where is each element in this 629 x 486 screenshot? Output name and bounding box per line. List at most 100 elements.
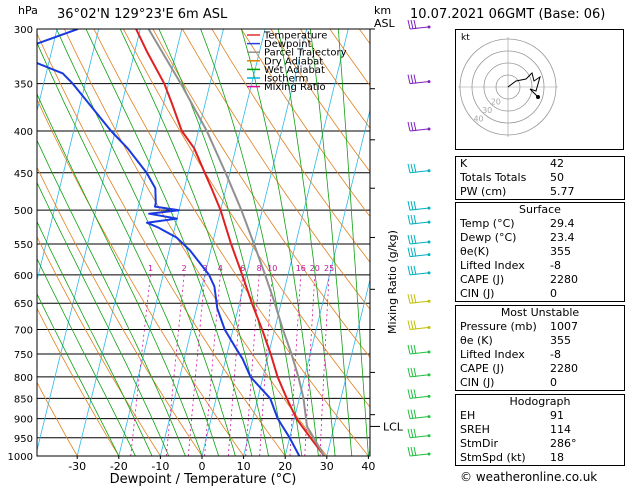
dry-adiabat-line — [37, 166, 203, 456]
index-row: PW (cm) 5.77 — [456, 185, 624, 199]
wind-barb-flag — [407, 389, 411, 399]
x-tick-label: -10 — [151, 460, 169, 473]
wind-barb-dot — [427, 394, 431, 398]
hodograph-trace — [507, 72, 541, 98]
surface-label: Dewp (°C) — [460, 231, 517, 244]
wind-barb-dot — [427, 240, 431, 244]
wet-adiabat-line — [158, 29, 286, 456]
x-tick-label: 20 — [278, 460, 292, 473]
pressure-tick-label: 700 — [14, 326, 33, 337]
mixing-ratio-label: 20 — [310, 264, 320, 273]
most-unstable-label: CIN (J) — [460, 376, 495, 389]
mixing-ratio-axis-title: Mixing Ratio (g/kg) — [386, 230, 399, 334]
legend-label: Mixing Ratio — [264, 82, 326, 93]
mixing-ratio-label: 8 — [257, 264, 262, 273]
pressure-tick-label: 450 — [14, 169, 33, 180]
mixing-ratio-label: 10 — [267, 264, 277, 273]
mixing-ratio-line — [187, 274, 206, 456]
pressure-tick-label: 750 — [14, 350, 33, 361]
wind-barb-flag — [410, 367, 414, 377]
wet-adiabat-line — [337, 29, 369, 456]
wind-barb-flag — [407, 344, 411, 355]
hodograph-unit-label: kt — [461, 33, 470, 43]
x-tick-label: 0 — [199, 460, 206, 473]
isotherm-line — [326, 278, 370, 456]
hodograph-param-label: SREH — [460, 423, 490, 436]
wet-adiabat-line — [37, 257, 136, 456]
wind-barb-flag — [407, 19, 411, 30]
pressure-tick-label: 300 — [14, 25, 33, 36]
surface-row: CAPE (J) 2280 — [456, 273, 624, 287]
surface-row: Dewp (°C) 23.4 — [456, 231, 624, 245]
index-row: Totals Totals 50 — [456, 171, 624, 185]
wind-barb-dot — [427, 373, 431, 377]
mixing-ratio-label: 16 — [296, 264, 306, 273]
mixing-ratio-line — [259, 274, 273, 456]
most-unstable-title: Most Unstable — [500, 306, 580, 319]
wind-barb-flag — [410, 389, 414, 399]
wind-barb-flag — [410, 409, 414, 419]
mixing-ratio-label: 25 — [324, 264, 334, 273]
wind-barb-flag — [410, 234, 414, 245]
wind-barb-flag — [413, 409, 417, 419]
mixing-ratio-label: 2 — [182, 264, 187, 273]
wind-barb-flag — [413, 234, 417, 245]
x-axis-title: Dewpoint / Temperature (°C) — [110, 472, 297, 486]
hodograph-param-value: 18 — [550, 451, 564, 464]
hodograph-table-title: Hodograph — [509, 395, 571, 408]
most-unstable-table: Most Unstable Pressure (mb) 1007 θe (K) 355… — [455, 305, 625, 391]
isotherm-line — [243, 29, 349, 456]
hodograph-param-label: StmSpd (kt) — [460, 451, 526, 464]
surface-row: CIN (J) 0 — [456, 287, 624, 301]
dry-adiabat-line — [37, 381, 78, 456]
wind-barb-flag — [413, 446, 417, 457]
hodograph-param-row: SREH 114 — [456, 423, 624, 437]
isotherm-line — [284, 108, 370, 456]
surface-value: 29.4 — [550, 217, 575, 230]
wind-barb-flag — [410, 446, 414, 457]
surface-row: θe(K) 355 — [456, 245, 624, 259]
index-label: PW (cm) — [460, 185, 507, 198]
dewpoint-line — [37, 29, 301, 456]
surface-row: Lifted Index -8 — [456, 259, 624, 273]
wet-adiabat-line — [241, 29, 319, 456]
most-unstable-row: Pressure (mb) 1007 — [456, 320, 624, 334]
parcel-trajectory-line — [147, 29, 326, 456]
wet-adiabat-line — [56, 29, 236, 456]
hodograph-ring-label: 40 — [473, 115, 483, 124]
pressure-tick-label: 800 — [14, 373, 33, 384]
asl-axis-title: ASL — [374, 17, 395, 30]
wind-barb-dot — [427, 127, 431, 131]
isotherm-line — [160, 29, 266, 456]
wind-barb-flag — [407, 294, 411, 304]
hodograph-ring-label: 20 — [491, 97, 501, 106]
most-unstable-row: CIN (J) 0 — [456, 376, 624, 390]
wind-barb-flag — [413, 265, 417, 275]
pressure-tick-label: 850 — [14, 394, 33, 405]
pressure-tick-label: 950 — [14, 434, 33, 445]
hodograph-param-value: 91 — [550, 409, 564, 422]
hpa-axis-title: hPa — [18, 4, 38, 17]
isotherm-line — [37, 29, 141, 452]
storm-motion-marker — [536, 95, 540, 99]
wind-barb-flag — [407, 163, 411, 173]
wind-barb-dot — [427, 415, 431, 419]
dry-adiabat-line — [270, 29, 370, 173]
legend-label: Parcel Trajectory — [264, 48, 347, 59]
wind-barb-flag — [407, 214, 411, 225]
wind-barb-flag — [413, 201, 417, 211]
mixing-ratio-label: 6 — [240, 264, 245, 273]
most-unstable-row: Lifted Index -8 — [456, 348, 624, 362]
wet-adiabat-line — [309, 29, 353, 456]
pressure-tick-label: 500 — [14, 206, 33, 217]
pressure-tick-label: 400 — [14, 127, 33, 138]
credit-label: © weatheronline.co.uk — [460, 470, 598, 484]
x-tick-label: 10 — [237, 460, 251, 473]
most-unstable-value: -8 — [550, 348, 561, 361]
wind-barb-flag — [407, 234, 411, 245]
wind-barb-flag — [407, 320, 411, 330]
surface-value: 2280 — [550, 273, 578, 286]
most-unstable-value: 0 — [550, 376, 557, 389]
wind-barb-dot — [427, 206, 431, 210]
